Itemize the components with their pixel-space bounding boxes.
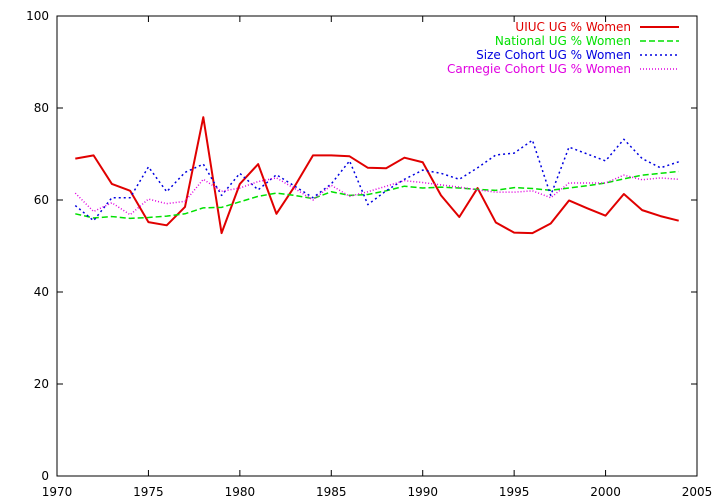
x-tick-label: 1970 [42,485,73,499]
series-line-carnegie-cohort-ug-women [74,174,679,216]
legend-label-carnegie-cohort-ug-women: Carnegie Cohort UG % Women [447,62,631,76]
x-tick-label: 1995 [499,485,530,499]
legend-label-national-ug-women: National UG % Women [495,34,631,48]
y-tick-label: 100 [26,9,49,23]
x-tick-label: 1990 [407,485,438,499]
x-tick-label: 2005 [682,485,713,499]
y-tick-label: 40 [34,285,49,299]
y-tick-label: 20 [34,377,49,391]
x-tick-label: 1975 [133,485,164,499]
legend-label-uiuc-ug-women: UIUC UG % Women [515,20,631,34]
x-tick-label: 1980 [225,485,256,499]
plot-frame [56,15,698,477]
y-tick-label: 60 [34,193,49,207]
series-line-national-ug-women [75,170,679,220]
axis-ticks: 0 20 40 60 80 100 1970 1975 1980 1985 1990 1995 2000… [26,9,712,499]
y-tick-label: 80 [34,101,49,115]
legend-label-size-cohort-ug-women: Size Cohort UG % Women [476,48,631,62]
series-line-uiuc-ug-women [75,116,679,235]
series-line-size-cohort-ug-women [74,138,679,222]
x-tick-label: 2000 [590,485,621,499]
y-tick-label: 0 [41,469,49,483]
series-layer [74,116,679,235]
x-tick-label: 1985 [316,485,347,499]
